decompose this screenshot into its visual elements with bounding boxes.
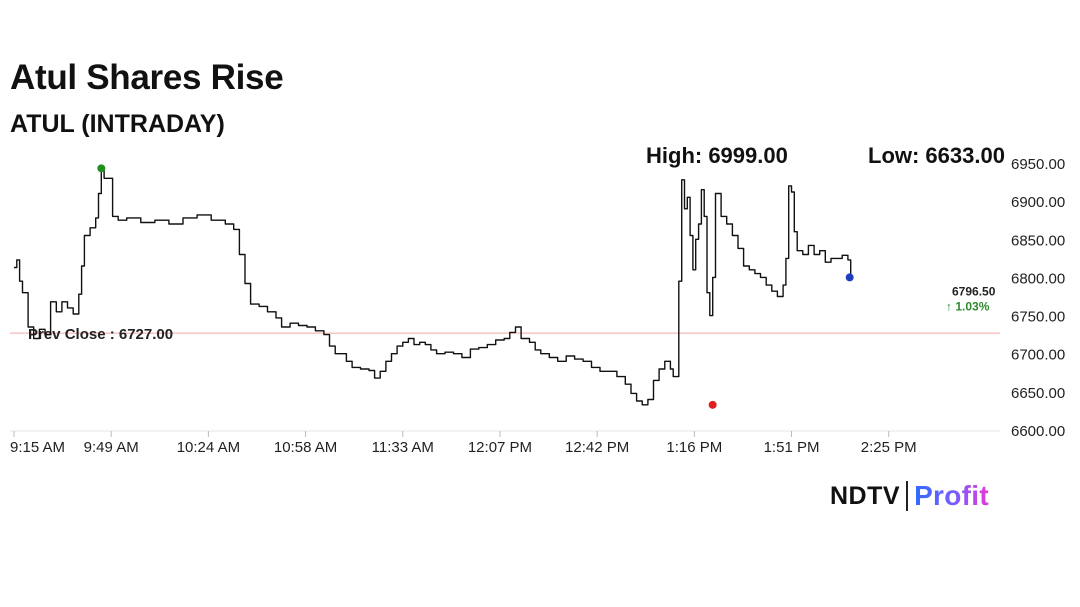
last-price-marker — [845, 273, 854, 282]
x-tick-label: 2:25 PM — [861, 439, 917, 456]
y-tick-label: 6650.00 — [1011, 385, 1065, 402]
x-tick-label: 9:15 AM — [10, 439, 65, 456]
x-tick-label: 12:42 PM — [565, 439, 629, 456]
y-tick-label: 6700.00 — [1011, 347, 1065, 364]
price-line — [14, 167, 852, 406]
logo-profit: Profit — [914, 480, 989, 511]
high-point-marker — [97, 164, 106, 173]
x-tick-label: 11:33 AM — [372, 439, 434, 456]
y-tick-label: 6750.00 — [1011, 309, 1065, 326]
x-tick-label: 9:49 AM — [84, 439, 139, 456]
ndtv-profit-logo: NDTV Profit — [830, 478, 989, 514]
y-tick-label: 6800.00 — [1011, 270, 1065, 287]
y-tick-label: 6850.00 — [1011, 232, 1065, 249]
x-tick-label: 10:58 AM — [274, 439, 337, 456]
x-axis: 9:15 AM 9:49 AM 10:24 AM 10:58 AM 11:33 AM 12… — [10, 431, 917, 456]
y-axis: 6600.00 6650.00 6700.00 6750.00 6800.00 6850.… — [1011, 156, 1065, 440]
prev-close-group: Prev Close : 6727.00 — [10, 326, 1000, 343]
logo-ndtv: NDTV — [830, 481, 901, 510]
last-price-label: 6796.50 — [952, 284, 996, 298]
low-value-label: Low: 6633.00 — [868, 143, 1005, 168]
x-tick-label: 10:24 AM — [177, 439, 240, 456]
y-tick-label: 6600.00 — [1011, 423, 1065, 440]
high-value-label: High: 6999.00 — [646, 143, 788, 168]
price-change-label: ↑ 1.03% — [946, 299, 990, 313]
prev-close-label: Prev Close : 6727.00 — [28, 326, 173, 343]
logo-separator — [906, 481, 909, 511]
x-tick-label: 1:51 PM — [764, 439, 820, 456]
x-tick-label: 1:16 PM — [666, 439, 722, 456]
x-tick-label: 12:07 PM — [468, 439, 532, 456]
y-tick-label: 6950.00 — [1011, 156, 1065, 173]
chart-subtitle: ATUL (INTRADAY) — [10, 110, 225, 138]
y-tick-label: 6900.00 — [1011, 194, 1065, 211]
chart-title: Atul Shares Rise — [10, 58, 284, 97]
low-point-marker — [708, 400, 717, 409]
